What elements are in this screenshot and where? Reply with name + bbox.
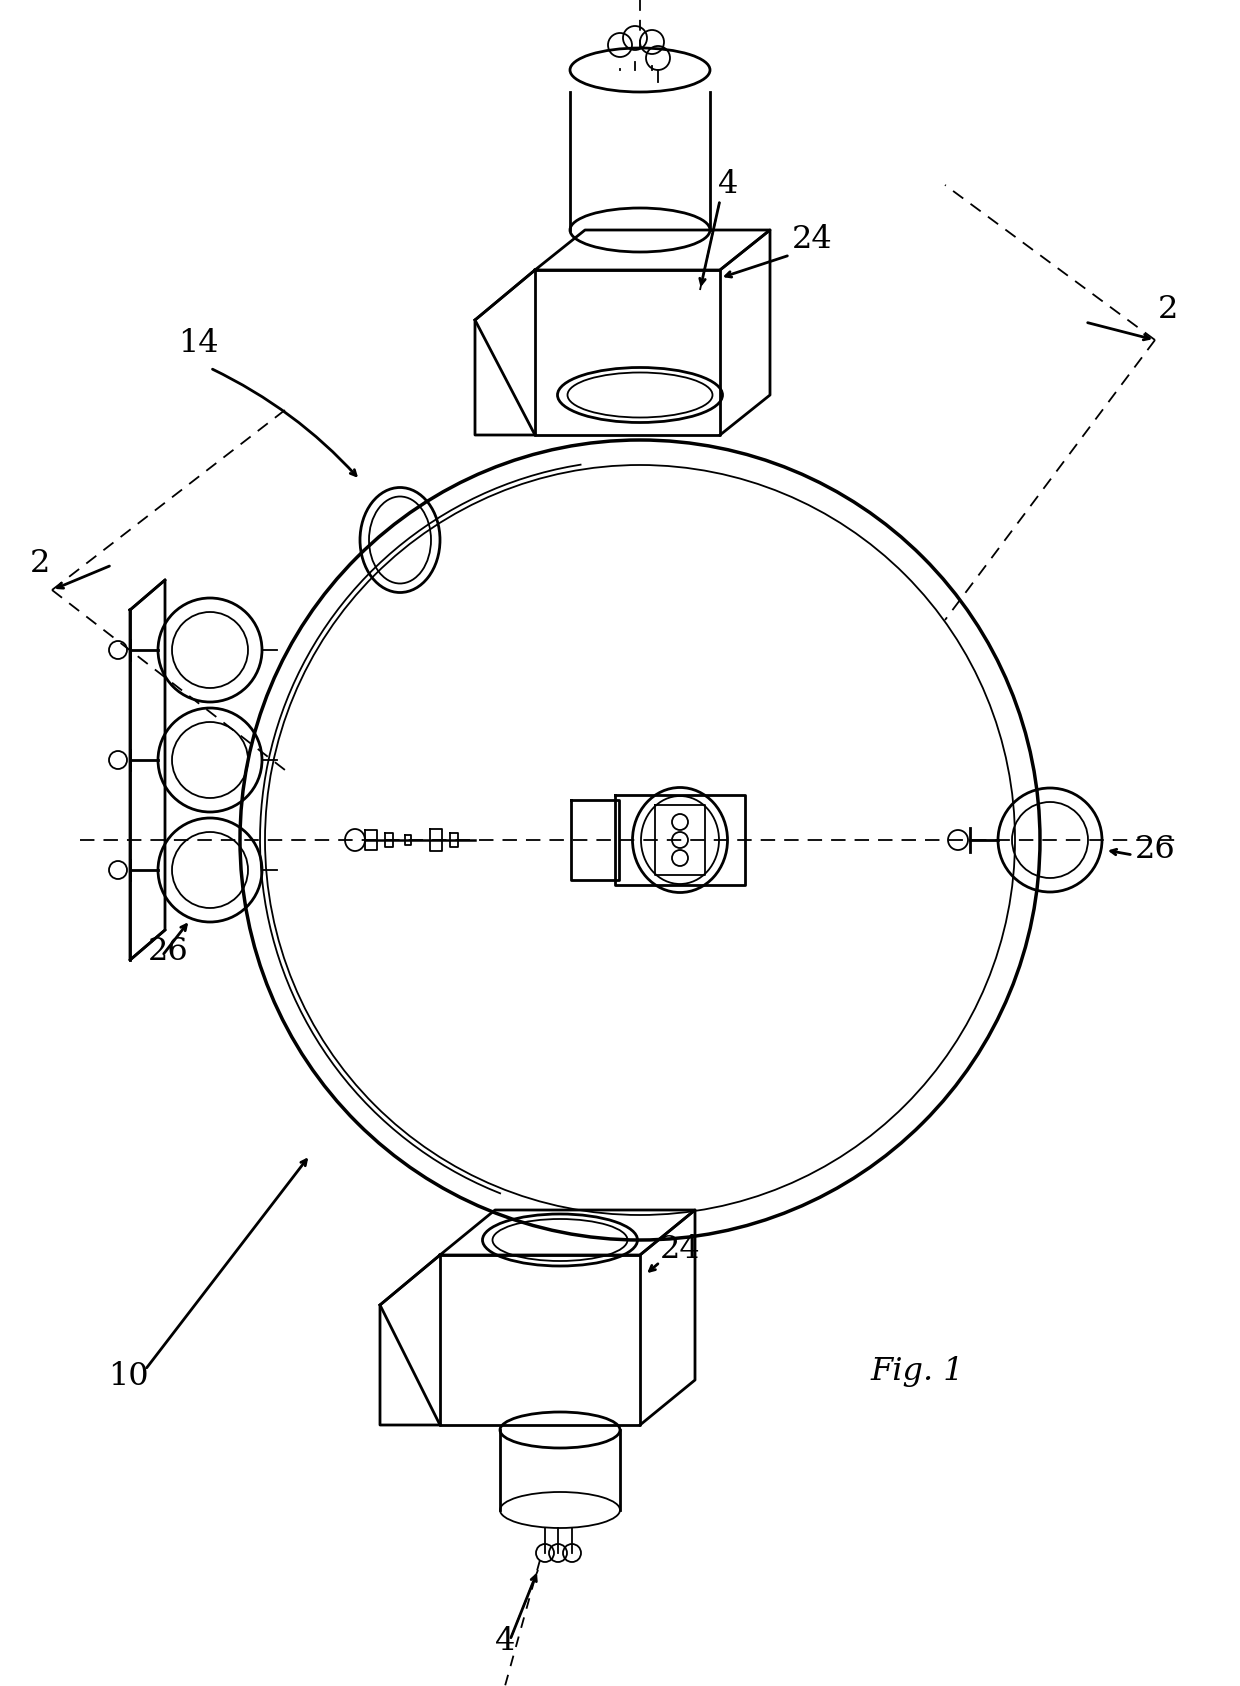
- Text: 26: 26: [148, 936, 188, 968]
- Text: 2: 2: [1158, 293, 1178, 325]
- Text: 10: 10: [108, 1361, 149, 1393]
- Text: 24: 24: [792, 224, 833, 255]
- Text: 14: 14: [179, 329, 218, 359]
- Text: 24: 24: [660, 1234, 701, 1264]
- Text: 4: 4: [495, 1625, 516, 1657]
- Text: Fig. 1: Fig. 1: [870, 1356, 963, 1388]
- Text: 2: 2: [30, 548, 51, 578]
- Text: 4: 4: [718, 169, 738, 201]
- Text: 26: 26: [1135, 835, 1176, 865]
